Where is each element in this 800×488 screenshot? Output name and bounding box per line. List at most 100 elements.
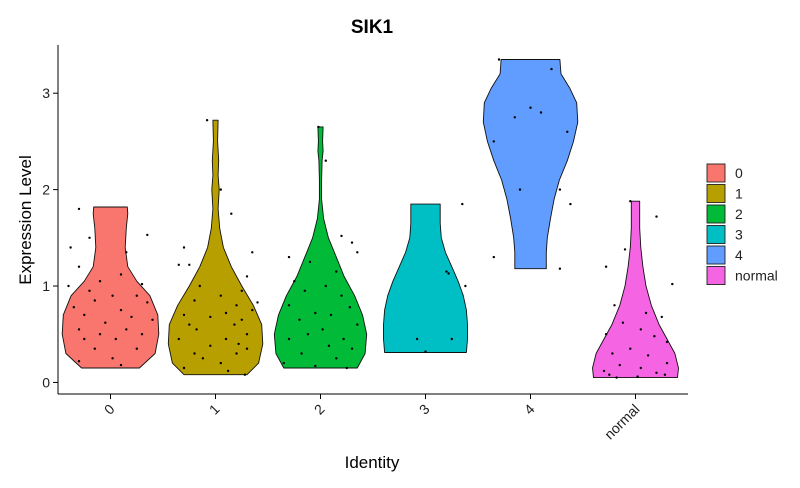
y-tick-label: 0 — [42, 374, 50, 390]
legend-swatch-4 — [706, 245, 726, 265]
data-point-normal — [663, 373, 667, 376]
data-point-1 — [198, 284, 201, 288]
legend-swatch-3 — [706, 225, 726, 244]
data-point-normal — [604, 265, 608, 268]
legend-label-normal: normal — [735, 268, 778, 284]
data-point-0 — [119, 308, 123, 312]
data-point-0 — [146, 233, 149, 237]
data-point-2 — [327, 344, 331, 347]
data-point-0 — [125, 328, 128, 331]
data-point-normal — [602, 369, 606, 373]
data-point-normal — [629, 200, 632, 203]
data-point-4 — [492, 255, 495, 259]
violin-3 — [383, 203, 468, 353]
data-point-normal — [655, 371, 658, 374]
data-point-normal — [621, 321, 625, 324]
legend-swatch-1 — [706, 184, 726, 203]
data-point-1 — [226, 369, 230, 373]
data-point-1 — [256, 301, 259, 304]
data-point-1 — [195, 328, 198, 331]
x-tick-label: 3 — [416, 401, 433, 418]
data-point-2 — [340, 294, 343, 297]
data-point-normal — [655, 215, 658, 218]
x-axis-title: Identity — [345, 453, 400, 472]
data-point-normal — [671, 282, 674, 286]
data-point-1 — [193, 299, 196, 302]
data-point-4 — [497, 58, 501, 61]
data-point-0 — [88, 236, 91, 239]
data-point-2 — [348, 306, 352, 309]
data-point-normal — [615, 376, 618, 379]
data-point-0 — [93, 347, 97, 350]
data-point-0 — [69, 246, 72, 249]
data-point-1 — [235, 352, 238, 355]
legend-label-1: 1 — [735, 186, 743, 202]
data-point-1 — [251, 251, 254, 254]
data-point-1 — [233, 323, 236, 326]
violin-0 — [61, 206, 160, 369]
x-ticks: 0 1 2 3 4 normal — [101, 394, 643, 442]
data-point-normal — [618, 363, 621, 367]
point-layer — [67, 58, 674, 379]
data-point-2 — [340, 234, 343, 238]
data-point-4 — [569, 202, 572, 206]
data-point-1 — [219, 361, 222, 365]
violin-normal — [592, 200, 679, 379]
data-point-0 — [151, 318, 154, 321]
data-point-2 — [317, 125, 320, 129]
data-point-3 — [450, 337, 453, 341]
data-point-2 — [314, 364, 317, 368]
axes — [57, 45, 688, 395]
data-point-0 — [125, 251, 128, 254]
y-tick-label: 2 — [42, 182, 50, 198]
data-point-4 — [558, 188, 562, 191]
violin-4 — [482, 59, 579, 270]
data-point-1 — [188, 323, 191, 326]
data-point-0 — [83, 337, 86, 341]
data-point-2 — [287, 304, 291, 307]
data-point-normal — [604, 333, 608, 336]
legend-label-0: 0 — [735, 165, 743, 181]
data-point-2 — [306, 333, 310, 336]
x-tick-label: normal — [601, 401, 643, 443]
data-point-2 — [324, 159, 327, 162]
data-point-0 — [67, 284, 70, 288]
data-point-normal — [653, 335, 656, 338]
data-point-2 — [356, 323, 359, 326]
data-point-2 — [345, 366, 348, 370]
data-point-3 — [464, 284, 467, 288]
data-point-2 — [335, 357, 338, 360]
data-point-0 — [77, 265, 81, 268]
data-point-normal — [636, 375, 639, 378]
data-point-1 — [237, 342, 240, 346]
data-point-0 — [146, 301, 149, 304]
data-point-4 — [558, 267, 562, 270]
data-point-4 — [529, 106, 532, 109]
data-point-1 — [182, 313, 186, 317]
data-point-3 — [445, 270, 448, 273]
y-tick-label: 3 — [42, 85, 50, 101]
legend: 0 1 2 3 4 normal — [706, 163, 778, 285]
data-point-1 — [219, 294, 222, 297]
data-point-4 — [550, 67, 553, 71]
data-point-0 — [119, 363, 123, 367]
y-tick-label: 1 — [42, 278, 50, 294]
data-point-0 — [140, 282, 144, 286]
data-point-3 — [461, 202, 464, 206]
data-point-0 — [98, 280, 102, 283]
data-point-4 — [492, 140, 495, 143]
x-tick-label: 2 — [311, 401, 328, 418]
legend-swatch-0 — [706, 163, 726, 183]
data-point-1 — [209, 344, 212, 347]
data-point-3 — [424, 350, 427, 353]
data-point-1 — [201, 357, 205, 360]
data-point-2 — [314, 311, 317, 315]
data-point-2 — [335, 270, 338, 273]
data-point-1 — [240, 318, 243, 321]
data-point-normal — [623, 248, 627, 251]
data-point-normal — [644, 311, 648, 315]
data-point-normal — [660, 315, 663, 319]
violin-1 — [167, 119, 264, 376]
legend-label-3: 3 — [735, 227, 743, 243]
data-point-4 — [539, 111, 543, 114]
